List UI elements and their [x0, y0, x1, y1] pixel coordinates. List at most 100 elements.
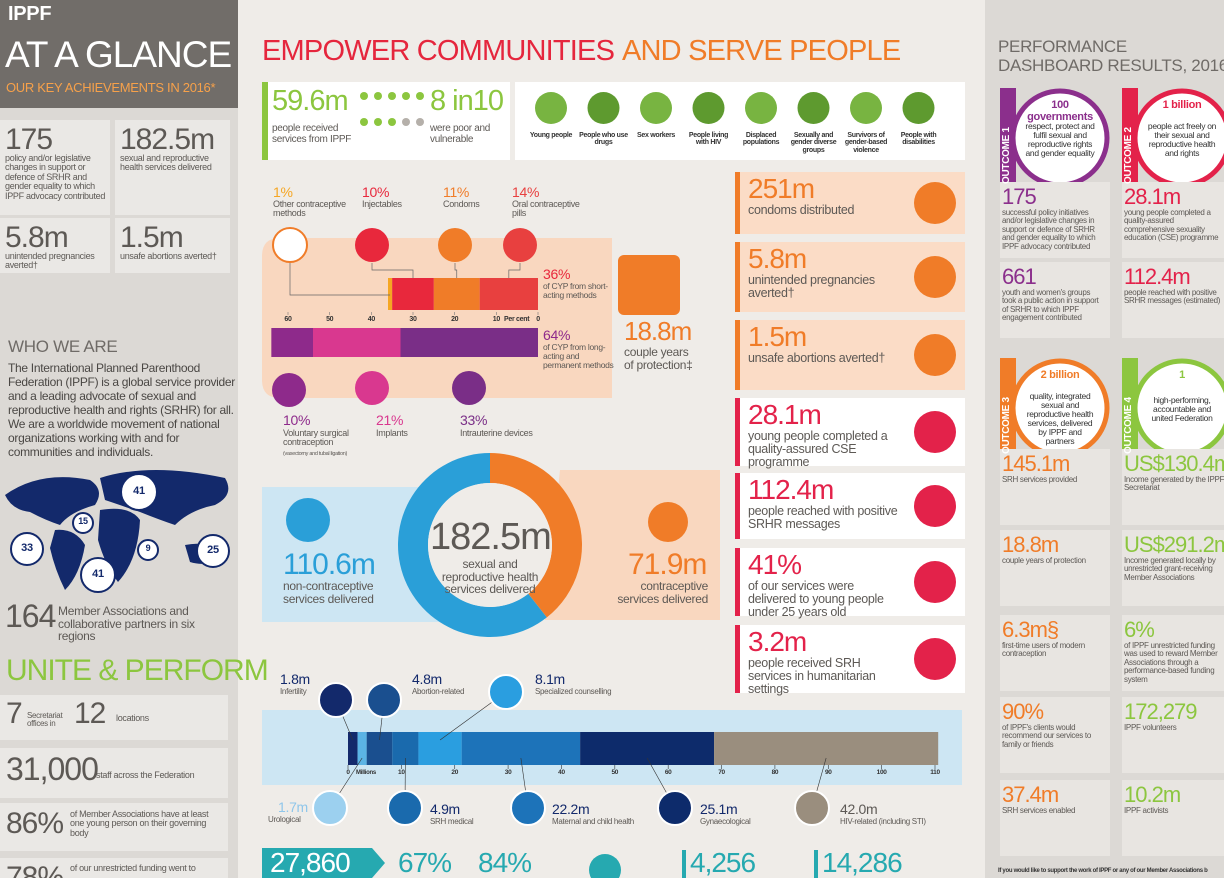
method-value: 10% [283, 412, 311, 428]
stat-panel [1122, 182, 1224, 258]
x-tick-label: 10 [492, 316, 500, 323]
outcome-label: quality, integrated sexual and reproduct… [1026, 391, 1094, 446]
stat-label: sexual and reproductive health services … [120, 153, 212, 173]
donut-segment [397, 453, 547, 637]
x-tick-label: 90 [824, 769, 832, 776]
donut-label: non-contraceptive services delivered [283, 579, 374, 606]
groups-box [515, 82, 965, 160]
highlight-icon [914, 485, 956, 527]
stat-value: 661 [1002, 264, 1037, 289]
stat-panel [1122, 697, 1224, 773]
outcome-value: 2 billion [1040, 369, 1080, 381]
left-panels [0, 120, 230, 878]
bottom-arrow [372, 848, 385, 878]
members-value: 164 [5, 598, 56, 634]
stat-label: unsafe abortions averted† [120, 251, 217, 261]
highlight-label: condoms distributed [748, 203, 855, 217]
x-tick-label: 50 [611, 769, 619, 776]
region-count: 9 [145, 543, 151, 553]
x-tick-label: 80 [771, 769, 779, 776]
method-icon [438, 228, 472, 262]
logo: IPPF [8, 3, 52, 25]
group-label: People living with HIV [688, 132, 729, 147]
method-icon [272, 227, 308, 263]
service-icon [318, 682, 354, 718]
group-icon [797, 92, 830, 124]
method-note: (vasectomy and tubal ligation) [283, 451, 348, 457]
service-icon [366, 682, 402, 718]
stat-value: 28.1m [1124, 184, 1181, 209]
cyp-total-label: of CYP from short-acting methods [543, 281, 608, 300]
outcome-strip [1122, 358, 1138, 458]
highlight-value: 112.4m [748, 474, 834, 505]
service-value: 42.0m [840, 801, 878, 817]
unite-label: Secretariat offices in [27, 711, 63, 729]
stat-label: SRH services provided [1002, 475, 1078, 484]
highlight-bar [735, 172, 740, 234]
highlight-label: people reached with positive SRHR messag… [748, 504, 898, 532]
group-icon [640, 92, 672, 124]
title: AT A GLANCE [5, 34, 232, 75]
unite-label: staff across the Federation [96, 770, 195, 780]
reach-bar [262, 82, 268, 160]
outcome-value: 100 governments [1027, 99, 1093, 123]
cyp-total: 36% [543, 266, 571, 282]
title: EMPOWER COMMUNITIES [262, 35, 615, 67]
service-value: 1.7m [278, 799, 308, 815]
stat-label: policy and/or legislative changes in sup… [5, 153, 106, 201]
service-label: Infertility [280, 687, 307, 696]
highlight-bar [735, 320, 740, 390]
highlight-bar [735, 625, 740, 693]
members-label: Member Associations and collaborative pa… [58, 604, 195, 644]
bottom-bar [682, 850, 686, 878]
group-label: People with disabilities [900, 132, 937, 147]
highlight-value: 28.1m [748, 399, 822, 430]
x-tick-label: 0 [536, 316, 540, 323]
cyp-segment [479, 278, 538, 310]
service-value: 25.1m [700, 801, 738, 817]
x-tick-label: 0 [346, 769, 350, 776]
service-segment [418, 732, 462, 765]
stat-panel [1000, 780, 1110, 856]
service-segment [714, 732, 939, 765]
stat-panel [1000, 697, 1110, 773]
group-label: Young people [529, 132, 573, 139]
method-label: Condoms [443, 199, 480, 209]
donut-label: contraceptive services delivered [617, 579, 708, 606]
outcome-value: 1 [1179, 369, 1185, 381]
stat-panel [1000, 615, 1110, 691]
stat-value: 5.8m [5, 221, 69, 254]
cyp-value: 18.8m [624, 316, 692, 346]
stat-panel [1000, 262, 1110, 338]
outcome-strip [1000, 88, 1016, 188]
x-tick-label: 110 [930, 769, 940, 776]
outcome-value: 1 billion [1162, 99, 1202, 111]
stat-value: 37.4m [1002, 782, 1059, 807]
outcome-label: people act freely on their sexual and re… [1147, 121, 1217, 158]
icon [286, 498, 330, 542]
people-icons [360, 92, 424, 126]
method-label: Injectables [362, 199, 402, 209]
stat-panel [1000, 449, 1110, 525]
leader-line [508, 263, 521, 278]
method-value: 14% [512, 184, 540, 200]
icon [648, 502, 688, 542]
reach-box [262, 82, 510, 160]
cyp-segment [388, 278, 393, 310]
unite-value: 31,000 [6, 751, 99, 787]
stat-value: US$130.4m [1124, 451, 1224, 476]
bottom-box [262, 848, 372, 878]
stat-label: successful policy initiatives and/or leg… [1002, 208, 1096, 251]
section-heading: UNITE & PERFORM [6, 654, 269, 687]
stat-value: 112.4m [1124, 264, 1191, 289]
method-icon [355, 371, 389, 405]
service-value: 4.9m [430, 801, 460, 817]
stat-value: 90% [1002, 699, 1044, 724]
stat-value: 175 [5, 123, 53, 156]
stat-value: 10.2m [1124, 782, 1181, 807]
unite-label: of Member Associations have at least one… [70, 809, 209, 838]
stat-label: SRH services enabled [1002, 806, 1076, 815]
method-label: Intrauterine devices [460, 428, 533, 438]
highlight-label: people received SRH services in humanita… [748, 656, 876, 697]
group-icon [902, 92, 935, 124]
